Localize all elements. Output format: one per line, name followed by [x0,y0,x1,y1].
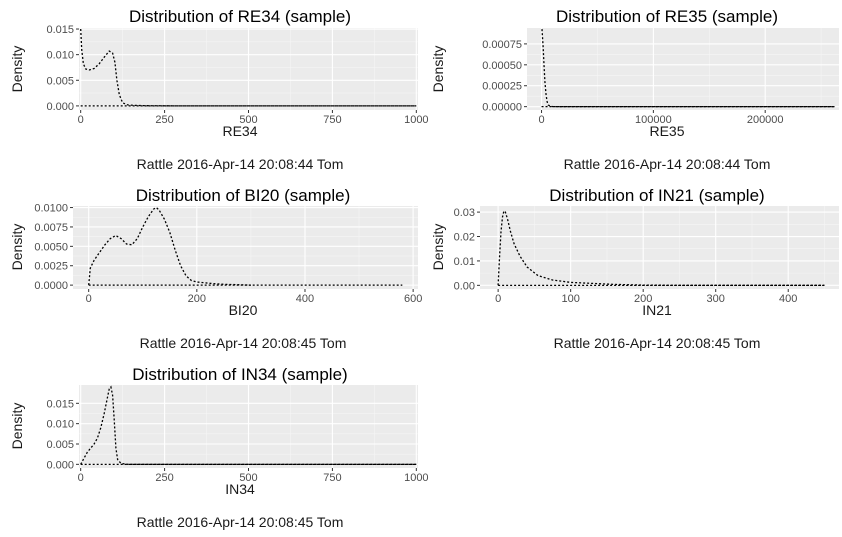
y-tick-label: 0.005 [46,75,74,87]
y-tick-label: 0.03 [454,207,475,219]
chart-svg: Distribution of IN34 (sample) Density IN… [9,365,429,530]
chart-caption: Rattle 2016-Apr-14 20:08:44 Tom [137,156,344,172]
y-tick-label: 0.015 [46,398,74,410]
plot-background [73,206,418,289]
y-tick-label: 0.0000 [34,280,68,292]
chart-svg: Distribution of RE35 (sample) Density RE… [430,7,839,172]
y-axis-label: Density [430,46,446,93]
y-tick-label: 0.01 [454,256,475,268]
chart-title: Distribution of IN34 (sample) [132,365,347,384]
chart-caption: Rattle 2016-Apr-14 20:08:44 Tom [564,156,771,172]
x-tick-label: 400 [296,293,314,305]
y-tick-label: 0.00 [454,280,475,292]
x-axis-label: IN34 [225,481,255,497]
x-tick-label: 200 [188,293,206,305]
x-tick-label: 750 [323,472,341,484]
x-tick-label: 1000 [404,472,428,484]
x-tick-label: 0 [86,293,92,305]
x-tick-label: 0 [538,114,544,126]
x-tick-label: 200 [634,293,652,305]
x-tick-label: 200000 [747,114,784,126]
y-tick-label: 0.0075 [34,222,68,234]
plot-area [73,206,418,289]
y-tick-label: 0.010 [46,419,74,431]
x-axis-label: BI20 [229,302,258,318]
x-tick-label: 600 [404,293,422,305]
y-tick-label: 0.02 [454,232,475,244]
plot-area [527,28,839,110]
x-axis-label: RE34 [222,123,257,139]
plot-background [480,206,839,289]
plot-area [480,206,839,289]
x-axis-label: RE35 [649,123,684,139]
plot-area [79,28,418,110]
y-tick-label: 0.0100 [34,203,68,215]
x-tick-label: 0 [78,472,84,484]
y-tick-label: 0.0050 [34,241,68,253]
y-axis-label: Density [9,224,25,271]
x-tick-label: 250 [155,114,173,126]
x-tick-label: 500 [239,472,257,484]
x-tick-label: 0 [78,114,84,126]
chart-panel-bi20: Distribution of BI20 (sample) Density BI… [0,179,422,358]
y-tick-label: 0.00000 [482,102,522,114]
density-curve [88,206,251,286]
chart-svg: Distribution of RE34 (sample) Density RE… [9,7,429,172]
y-axis-label: Density [430,224,446,271]
chart-panel-re35: Distribution of RE35 (sample) Density RE… [421,0,842,179]
plot-background [527,28,839,110]
y-tick-label: 0.00050 [482,60,522,72]
density-curve [80,385,417,465]
x-axis-label: IN21 [642,302,672,318]
x-tick-label: 100000 [635,114,672,126]
y-tick-label: 0.005 [46,439,74,451]
y-axis-label: Density [9,46,25,93]
y-tick-label: 0.0025 [34,261,68,273]
y-tick-label: 0.00075 [482,39,522,51]
density-curve [541,29,835,108]
x-tick-label: 1000 [404,114,428,126]
x-tick-label: 250 [155,472,173,484]
chart-caption: Rattle 2016-Apr-14 20:08:45 Tom [140,335,347,351]
x-tick-label: 100 [561,293,579,305]
density-curve [80,28,417,107]
chart-svg: Distribution of BI20 (sample) Density BI… [9,186,422,351]
x-tick-label: 750 [323,114,341,126]
y-tick-label: 0.015 [46,24,74,36]
chart-title: Distribution of IN21 (sample) [549,186,764,205]
chart-svg: Distribution of IN21 (sample) Density IN… [430,186,839,351]
y-tick-label: 0.000 [46,459,74,471]
x-tick-label: 0 [495,293,501,305]
x-tick-label: 400 [779,293,797,305]
x-tick-label: 300 [707,293,725,305]
chart-panel-in34: Distribution of IN34 (sample) Density IN… [0,358,429,537]
y-tick-label: 0.000 [46,101,74,113]
chart-panel-re34: Distribution of RE34 (sample) Density RE… [0,0,429,179]
chart-title: Distribution of RE35 (sample) [556,7,778,26]
chart-caption: Rattle 2016-Apr-14 20:08:45 Tom [554,335,761,351]
chart-title: Distribution of BI20 (sample) [136,186,350,205]
y-axis-label: Density [9,403,25,450]
y-tick-label: 0.00025 [482,81,522,93]
density-curve [497,209,825,286]
chart-caption: Rattle 2016-Apr-14 20:08:45 Tom [137,514,344,530]
chart-title: Distribution of RE34 (sample) [129,7,351,26]
plot-area [79,385,418,468]
y-tick-label: 0.010 [46,50,74,62]
x-tick-label: 500 [239,114,257,126]
chart-panel-in21: Distribution of IN21 (sample) Density IN… [421,179,842,358]
